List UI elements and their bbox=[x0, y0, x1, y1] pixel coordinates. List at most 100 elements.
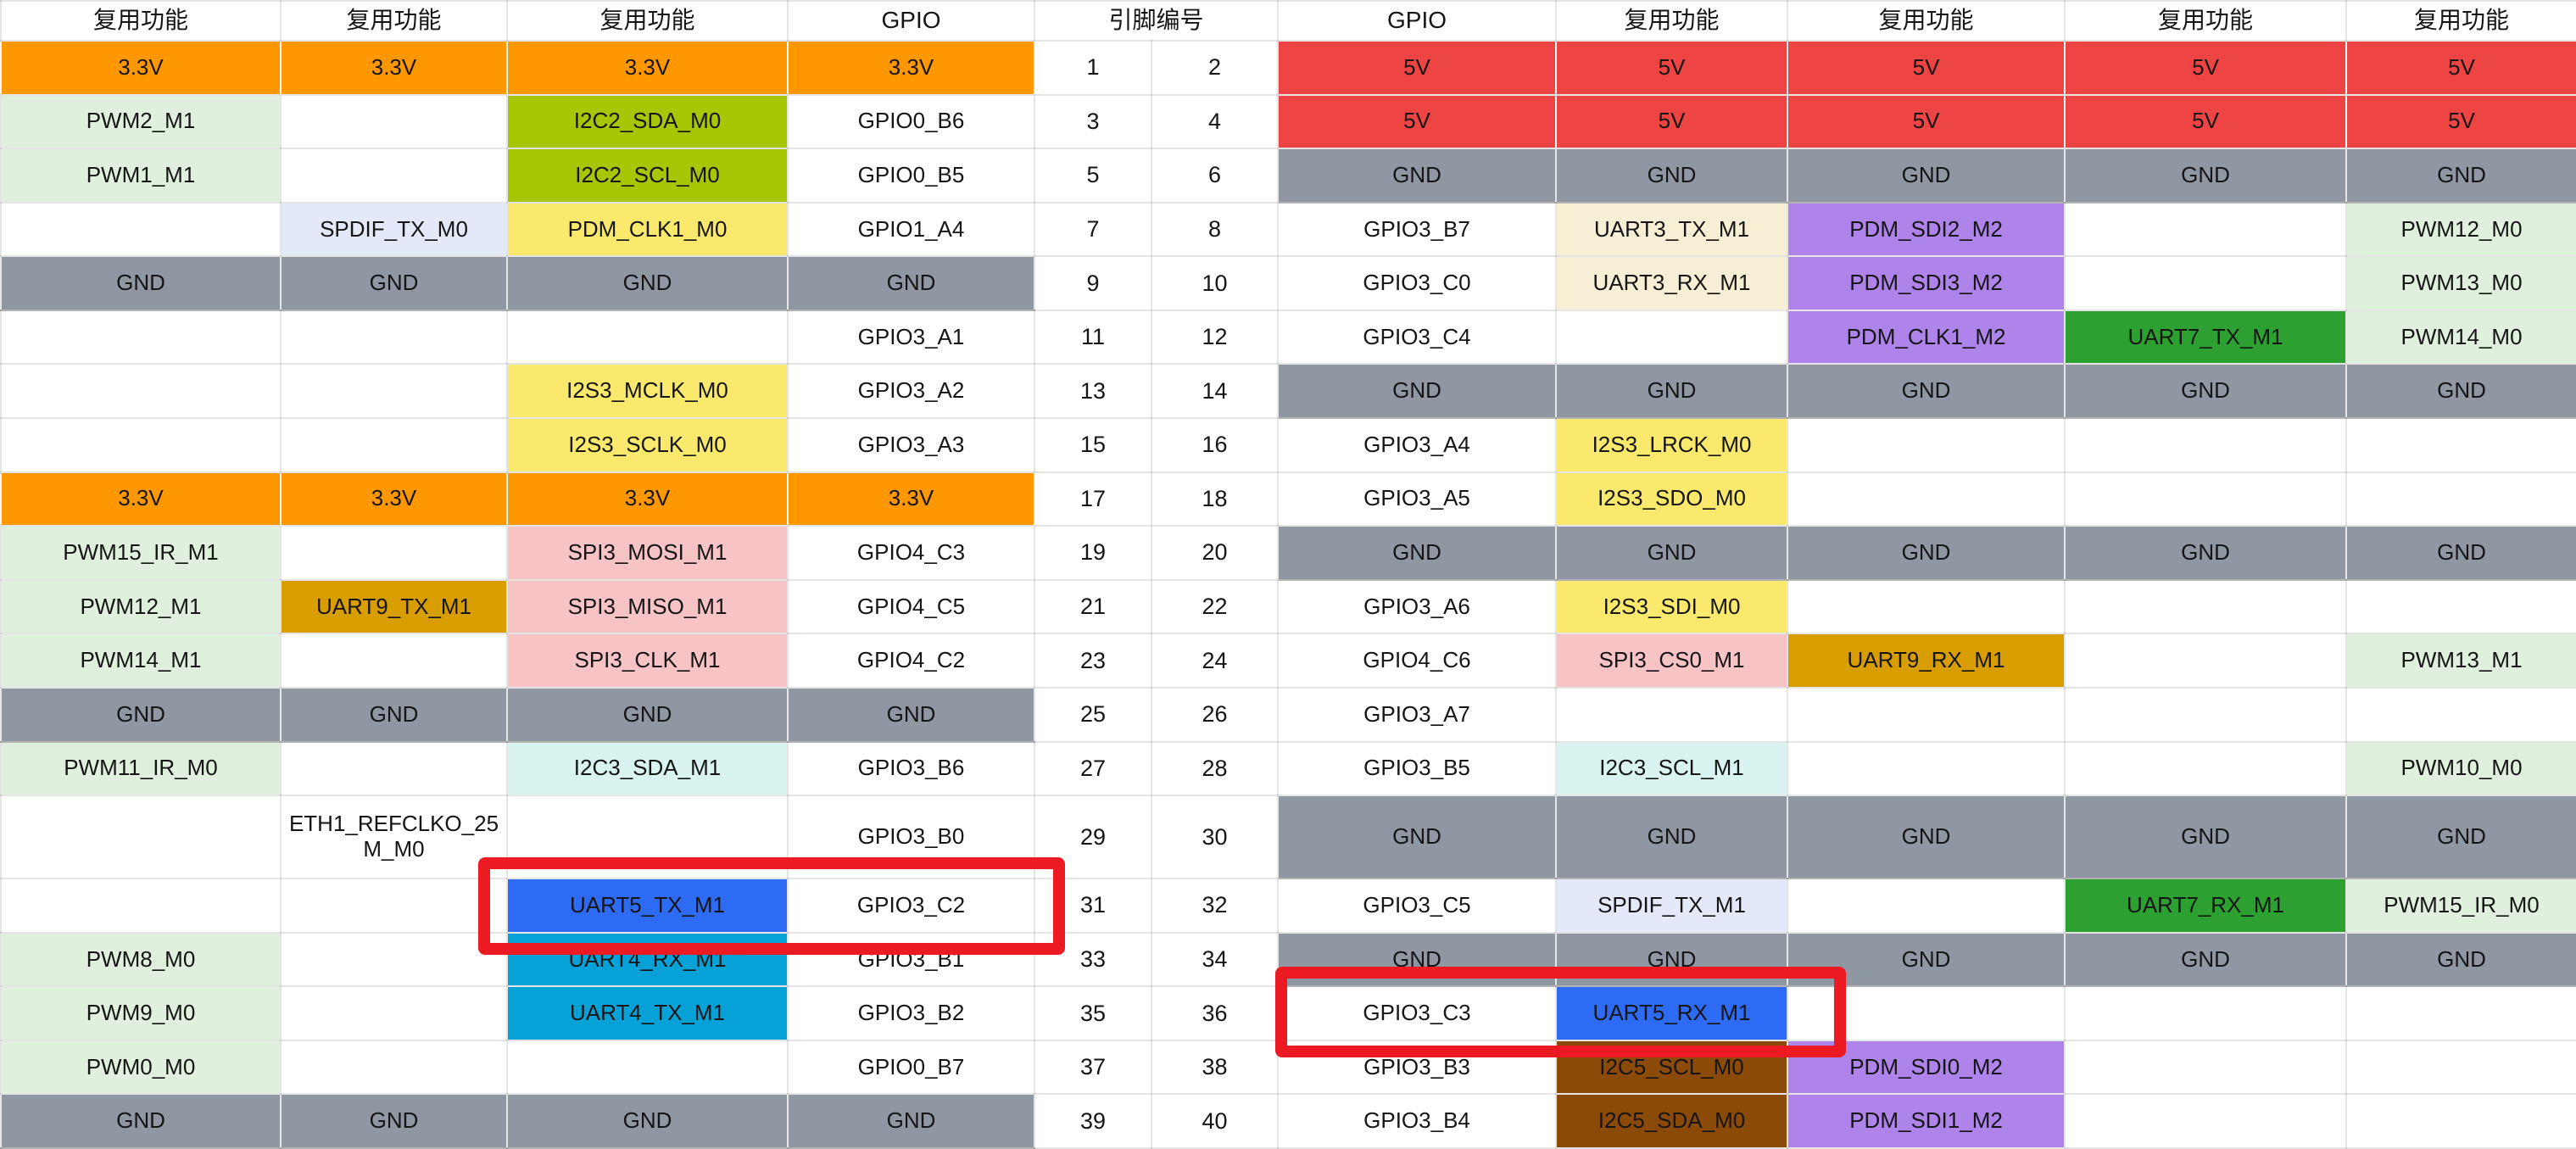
function-cell: SPDIF_TX_M1 bbox=[1555, 878, 1789, 934]
gpio-cell: GPIO3_A1 bbox=[787, 309, 1035, 365]
function-cell bbox=[506, 795, 789, 880]
function-cell bbox=[280, 931, 508, 988]
function-cell bbox=[1787, 878, 2066, 934]
gpio-cell: 3.3V bbox=[788, 40, 1034, 96]
function-cell: GND bbox=[2064, 525, 2348, 581]
function-cell: GND bbox=[1555, 931, 1789, 988]
function-cell: I2S3_SDO_M0 bbox=[1555, 471, 1789, 527]
function-cell bbox=[2064, 578, 2348, 635]
gpio-cell: GPIO3_C4 bbox=[1277, 309, 1558, 365]
function-cell: I2C2_SCL_M0 bbox=[506, 148, 789, 204]
function-cell bbox=[0, 795, 282, 880]
pin-row: GPIO3_A1 11 12 GPIO3_C4 PDM_CLK1_M2 UART7_TX_… bbox=[0, 309, 2576, 365]
gpio-cell: GPIO0_B6 bbox=[787, 93, 1035, 150]
gpio-cell: GPIO3_A7 bbox=[1277, 686, 1558, 743]
gpio-cell: GND bbox=[1277, 931, 1558, 988]
pin-number-cell: 38 bbox=[1150, 1039, 1280, 1096]
function-cell: I2C3_SCL_M1 bbox=[1555, 740, 1789, 797]
function-cell bbox=[1787, 578, 2066, 635]
function-cell: PDM_SDI3_M2 bbox=[1787, 255, 2066, 311]
pin-number-cell: 7 bbox=[1034, 201, 1152, 258]
pin-row: SPDIF_TX_M0 PDM_CLK1_M0 GPIO1_A4 7 8 GPIO3_B7… bbox=[0, 201, 2576, 258]
gpio-cell: GPIO3_C0 bbox=[1277, 255, 1558, 311]
gpio-cell: GND bbox=[1277, 148, 1558, 204]
function-cell: 5V bbox=[2346, 93, 2576, 150]
function-cell bbox=[2064, 417, 2348, 473]
function-cell: PWM13_M0 bbox=[2345, 255, 2576, 311]
function-cell bbox=[2064, 1039, 2348, 1096]
function-cell bbox=[2345, 686, 2576, 743]
function-cell: GND bbox=[2345, 148, 2576, 204]
function-cell: UART5_RX_M1 bbox=[1555, 985, 1789, 1041]
gpio-cell: GND bbox=[1277, 363, 1558, 420]
pin-number-cell: 21 bbox=[1034, 578, 1152, 635]
function-cell bbox=[2345, 1039, 2576, 1096]
pin-number-cell: 12 bbox=[1150, 309, 1280, 365]
function-cell bbox=[280, 363, 508, 420]
function-cell bbox=[2064, 740, 2348, 797]
function-cell bbox=[0, 201, 282, 258]
gpio-cell: GND bbox=[1277, 525, 1558, 581]
pin-number-cell: 36 bbox=[1150, 985, 1280, 1041]
pin-number-cell: 28 bbox=[1150, 740, 1280, 797]
function-cell: I2S3_SCLK_M0 bbox=[506, 417, 789, 473]
function-cell: I2S3_LRCK_M0 bbox=[1555, 417, 1789, 473]
function-cell bbox=[2064, 985, 2348, 1041]
pin-row: UART5_TX_M1 GPIO3_C2 31 32 GPIO3_C5 SPDIF_TX_… bbox=[0, 878, 2576, 934]
header-func-left-1: 复用功能 bbox=[0, 0, 282, 42]
function-cell bbox=[280, 148, 508, 204]
pin-row: GND GND GND GND 25 26 GPIO3_A7 bbox=[0, 686, 2576, 743]
function-cell bbox=[2064, 201, 2348, 258]
function-cell: 5V bbox=[1787, 40, 2066, 96]
function-cell: UART4_RX_M1 bbox=[506, 931, 789, 988]
function-cell bbox=[1555, 686, 1789, 743]
function-cell bbox=[280, 878, 508, 934]
pin-row: PWM0_M0 GPIO0_B7 37 38 GPIO3_B3 I2C5_SCL_M0 PD… bbox=[0, 1039, 2576, 1096]
function-cell: PWM13_M1 bbox=[2345, 633, 2576, 689]
pin-row: GND GND GND GND 39 40 GPIO3_B4 I2C5_SDA_M0 PDM_S… bbox=[0, 1093, 2576, 1149]
pin-row: I2S3_SCLK_M0 GPIO3_A3 15 16 GPIO3_A4 I2S3_LRC… bbox=[0, 417, 2576, 473]
pin-number-cell: 13 bbox=[1034, 363, 1152, 420]
function-cell: GND bbox=[506, 255, 789, 311]
function-cell: I2C5_SCL_M0 bbox=[1555, 1039, 1789, 1096]
function-cell: GND bbox=[2345, 795, 2576, 880]
function-cell bbox=[280, 417, 508, 473]
pin-number-cell: 33 bbox=[1034, 931, 1152, 988]
pin-number-cell: 32 bbox=[1150, 878, 1280, 934]
pin-number-cell: 9 bbox=[1034, 255, 1152, 311]
gpio-cell: GPIO3_A4 bbox=[1277, 417, 1558, 473]
function-cell: GND bbox=[506, 1093, 789, 1149]
pin-row: 3.3V 3.3V 3.3V 3.3V 1 2 5V 5V 5V 5V 5V bbox=[1, 40, 2576, 96]
pin-number-cell: 10 bbox=[1150, 255, 1280, 311]
pin-number-cell: 30 bbox=[1150, 795, 1280, 880]
header-func-left-3: 复用功能 bbox=[506, 0, 789, 42]
function-cell: UART5_TX_M1 bbox=[506, 878, 789, 934]
function-cell: 5V bbox=[2065, 93, 2347, 150]
pin-number-cell: 24 bbox=[1150, 633, 1280, 689]
pin-number-cell: 8 bbox=[1150, 201, 1280, 258]
function-cell: PWM10_M0 bbox=[2345, 740, 2576, 797]
function-cell bbox=[2064, 686, 2348, 743]
function-cell: UART9_TX_M1 bbox=[280, 578, 508, 635]
gpio-cell: GPIO0_B5 bbox=[787, 148, 1035, 204]
function-cell bbox=[506, 309, 789, 365]
pin-row: PWM14_M1 SPI3_CLK_M1 GPIO4_C2 23 24 GPIO4_C6 S… bbox=[0, 633, 2576, 689]
header-gpio-left: GPIO bbox=[787, 0, 1035, 42]
gpio-cell: GPIO3_A6 bbox=[1277, 578, 1558, 635]
function-cell bbox=[2064, 471, 2348, 527]
gpio-cell: GND bbox=[1277, 795, 1558, 880]
function-cell: GND bbox=[2345, 931, 2576, 988]
header-row: 复用功能 复用功能 复用功能 GPIO 引脚编号 GPIO 复用功能 复用功能 … bbox=[0, 0, 2576, 42]
function-cell bbox=[2064, 255, 2348, 311]
pin-number-cell: 26 bbox=[1150, 686, 1280, 743]
function-cell: SPDIF_TX_M0 bbox=[280, 201, 508, 258]
function-cell: GND bbox=[0, 255, 282, 311]
pin-number-cell: 25 bbox=[1034, 686, 1152, 743]
function-cell: GND bbox=[280, 686, 508, 743]
gpio-cell: GPIO3_B4 bbox=[1277, 1093, 1558, 1149]
function-cell: PWM11_IR_M0 bbox=[0, 740, 282, 797]
function-cell: 5V bbox=[1787, 93, 2066, 150]
function-cell bbox=[2345, 1093, 2576, 1149]
header-func-right-1: 复用功能 bbox=[1555, 0, 1789, 42]
